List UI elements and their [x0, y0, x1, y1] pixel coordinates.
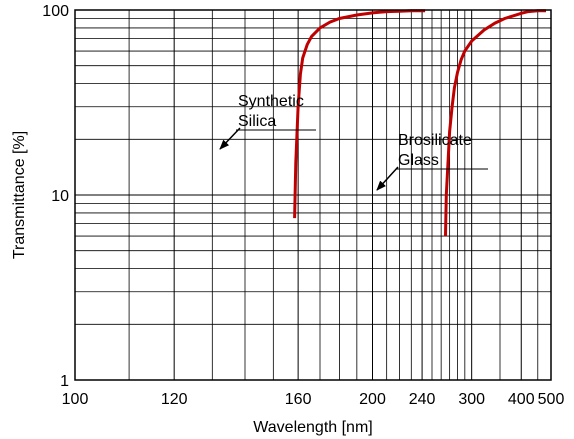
y-tick-label: 10 [51, 188, 69, 205]
brosilicate-glass-label-line2: Glass [398, 152, 439, 169]
synthetic-silica-arrow [219, 127, 241, 150]
synthetic-silica-label-line2: Silica [238, 113, 276, 130]
y-tick-labels: 1 10 100 [42, 3, 69, 390]
x-tick-labels: 100 120 160 200 240 300 400 500 [62, 391, 565, 408]
annotation-layer: Synthetic Silica Brosilicate Glass [219, 93, 488, 191]
x-tick-label: 100 [62, 391, 89, 408]
x-tick-label: 300 [458, 391, 485, 408]
series-layer [293, 9, 546, 237]
plot-frame [74, 9, 552, 381]
synthetic-silica-label-line1: Synthetic [238, 93, 304, 110]
minor-y-gridlines [75, 18, 551, 325]
x-tick-label: 240 [409, 391, 436, 408]
brosilicate-glass-curve [444, 9, 546, 237]
y-tick-label: 1 [60, 373, 69, 390]
x-tick-label: 200 [359, 391, 386, 408]
y-tick-label: 100 [42, 3, 69, 20]
x-tick-label: 400 [508, 391, 535, 408]
x-axis-label: Wavelength [nm] [253, 419, 372, 436]
x-tick-label: 120 [161, 391, 188, 408]
y-axis-label: Transmittance [%] [11, 131, 28, 259]
synthetic-silica-curve [293, 9, 426, 219]
x-tick-label: 500 [538, 391, 565, 408]
brosilicate-glass-arrow [376, 166, 399, 191]
x-tick-label: 160 [285, 391, 312, 408]
brosilicate-glass-label-line1: Brosilicate [398, 132, 472, 149]
